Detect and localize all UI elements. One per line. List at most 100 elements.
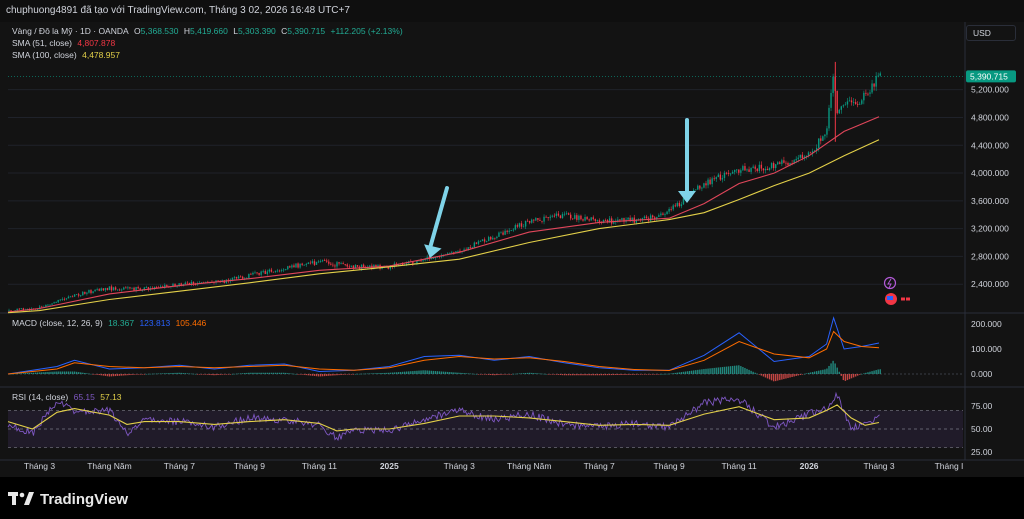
macd-hist-bar [645,374,648,375]
sma100-legend[interactable]: SMA (100, close) 4,478.957 [12,50,123,60]
candle-body [406,263,408,265]
candle-body [266,271,268,274]
macd-hist-bar [768,374,771,380]
candle-body [377,265,379,267]
price-axis-tick: 5,200.000 [971,85,1009,95]
candle-body [328,261,330,264]
sma51-legend[interactable]: SMA (51, close) 4,807.878 [12,38,118,48]
candle-body [541,220,543,222]
candle-body [713,178,715,180]
macd-hist-bar [604,374,607,376]
macd-hist-bar [184,373,186,374]
macd-hist-bar [736,365,738,374]
macd-hist-bar [135,374,137,375]
candle-body [848,100,851,102]
candle-body [811,151,814,154]
rsi-legend[interactable]: RSI (14, close) 65.15 57.13 [12,392,125,402]
macd-hist-bar [121,374,123,376]
macd-hist-bar [256,372,258,374]
candle-body [641,217,644,221]
candle-body [670,208,672,210]
macd-hist-bar [467,373,469,374]
macd-hist-bar [703,369,705,374]
macd-hist-bar [377,373,379,374]
candle-body [10,310,12,312]
macd-hist-bar [859,374,861,375]
macd-hist-bar [570,374,572,376]
macd-hist-bar [129,374,131,376]
macd-hist-bar [30,372,33,374]
candle-body [561,214,564,219]
candle-body [231,277,234,280]
candle-body [717,174,719,178]
candle-body [582,219,584,221]
macd-hist-bar [649,374,652,375]
candle-body [354,265,357,268]
candle-body [861,100,863,104]
macd-hist-bar [389,372,391,374]
candle-body [723,172,726,178]
macd-hist-bar [707,368,709,374]
macd-hist-bar [123,374,125,376]
macd-hist-bar [393,372,396,374]
candle-body [256,272,258,274]
macd-hist-bar [278,372,281,374]
candle-body [160,286,162,288]
macd-hist-bar [799,374,801,375]
macd-hist-bar [871,371,873,374]
macd-hist-bar [235,373,238,375]
macd-hist-bar [602,374,605,376]
macd-hist-bar [684,371,687,374]
macd-hist-bar [818,370,820,374]
macd-hist-bar [426,370,428,374]
candle-body [217,280,219,282]
macd-hist-bar [479,374,482,375]
candle-body [543,216,545,222]
candle-body [127,287,129,289]
macd-hist-bar [403,371,406,374]
candle-body [350,265,353,267]
candle-body [342,263,344,265]
macd-line [7,316,880,375]
macd-hist-bar [783,374,785,380]
candle-body [336,262,338,267]
candle-body [330,263,332,265]
macd-hist-bar [483,374,486,375]
candle-body [20,308,22,310]
macd-hist-bar [280,372,283,374]
macd-hist-bar [381,373,383,374]
macd-hist-bar [465,373,467,374]
candle-body [338,262,340,264]
candle-body [699,185,701,189]
candle-body [758,164,760,172]
chart-area[interactable]: 5,200.000 4,800.000 4,400.000 4,000.000 3,60… [0,22,1024,477]
candle-body [813,150,816,152]
macd-hist-bar [37,372,39,374]
macd-hist-bar [740,366,742,374]
price-axis-tick: 2,800.000 [971,251,1009,261]
candle-body [738,169,740,173]
candle-body [324,260,326,262]
candle-body [785,162,787,164]
footer-brand[interactable]: TradingView [8,489,128,509]
candle-body [824,134,826,137]
macd-hist-bar [297,374,299,375]
macd-title: MACD (close, 12, 26, 9) [12,318,103,328]
macd-hist-bar [326,374,328,376]
macd-hist-bar [436,371,439,374]
candle-body [719,174,722,180]
candle-body [125,287,127,289]
macd-hist-bar [94,374,96,375]
candle-body [801,154,804,159]
macd-hist-bar [313,374,316,376]
candle-body [22,308,25,311]
currency-button[interactable]: USD [966,25,1016,41]
candle-body [344,264,346,265]
macd-hist-bar [557,374,560,375]
macd-legend[interactable]: MACD (close, 12, 26, 9) 18.367 123.813 1… [12,318,209,328]
candle-body [233,276,236,278]
macd-hist-bar [809,372,812,374]
macd-hist-bar [594,374,596,376]
candle-body [559,215,562,219]
candle-body [98,289,100,291]
